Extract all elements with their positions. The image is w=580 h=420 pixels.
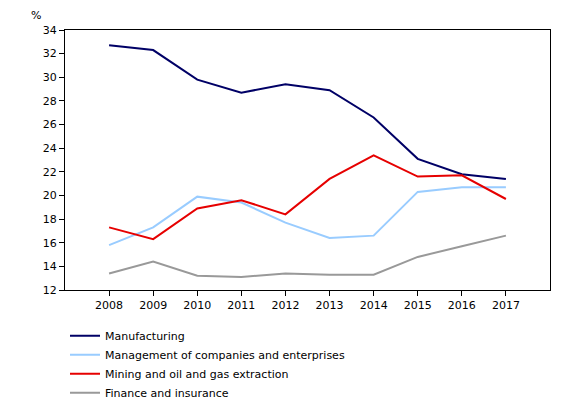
svg-text:Manufacturing: Manufacturing <box>105 330 185 343</box>
svg-text:Mining and oil and gas extract: Mining and oil and gas extraction <box>105 368 289 381</box>
svg-text:34: 34 <box>43 24 57 37</box>
svg-text:26: 26 <box>43 118 57 131</box>
svg-text:Finance and insurance: Finance and insurance <box>105 387 229 400</box>
svg-text:2008: 2008 <box>95 299 123 312</box>
svg-text:2015: 2015 <box>404 299 432 312</box>
svg-text:2010: 2010 <box>183 299 211 312</box>
svg-text:2016: 2016 <box>448 299 476 312</box>
svg-text:28: 28 <box>43 95 57 108</box>
svg-text:2017: 2017 <box>492 299 520 312</box>
svg-text:14: 14 <box>43 260 57 273</box>
svg-text:2013: 2013 <box>316 299 344 312</box>
svg-text:20: 20 <box>43 189 57 202</box>
svg-text:30: 30 <box>43 71 57 84</box>
svg-text:16: 16 <box>43 237 57 250</box>
svg-text:32: 32 <box>43 47 57 60</box>
svg-text:22: 22 <box>43 166 57 179</box>
svg-text:18: 18 <box>43 213 57 226</box>
svg-text:%: % <box>31 9 41 22</box>
svg-text:Management of companies and en: Management of companies and enterprises <box>105 349 345 362</box>
svg-text:2012: 2012 <box>271 299 299 312</box>
svg-text:12: 12 <box>43 284 57 297</box>
svg-text:2011: 2011 <box>227 299 255 312</box>
svg-text:2009: 2009 <box>139 299 167 312</box>
svg-text:2014: 2014 <box>360 299 388 312</box>
svg-text:24: 24 <box>43 142 57 155</box>
